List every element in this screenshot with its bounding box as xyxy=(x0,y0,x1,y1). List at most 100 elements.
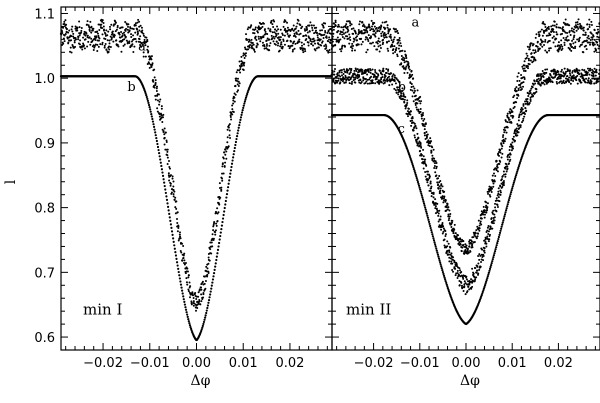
data-point xyxy=(416,144,419,147)
data-point xyxy=(496,170,499,173)
data-point xyxy=(308,24,311,27)
data-point xyxy=(110,38,113,41)
data-point xyxy=(357,29,360,32)
data-point xyxy=(446,208,449,211)
data-point xyxy=(192,300,195,303)
data-point xyxy=(162,178,165,181)
data-point xyxy=(237,89,240,92)
data-point xyxy=(511,187,514,190)
data-point xyxy=(239,116,243,119)
y-tick-label: 0.6 xyxy=(34,331,55,346)
data-point xyxy=(433,157,436,160)
data-point xyxy=(188,322,191,325)
data-point xyxy=(522,67,525,70)
data-point xyxy=(227,126,230,129)
data-point xyxy=(311,26,314,29)
data-point xyxy=(509,153,512,156)
data-point xyxy=(419,141,422,144)
data-point xyxy=(547,27,550,30)
data-point xyxy=(423,125,426,128)
data-point xyxy=(544,25,547,28)
data-point xyxy=(493,252,496,255)
data-point xyxy=(123,38,126,41)
data-point xyxy=(583,78,586,81)
data-point xyxy=(483,285,486,289)
data-point xyxy=(164,131,167,134)
data-point xyxy=(574,24,577,27)
data-point xyxy=(457,234,460,237)
data-point xyxy=(437,212,440,215)
data-point xyxy=(429,180,432,183)
data-point xyxy=(76,26,79,29)
data-point xyxy=(146,45,149,48)
data-point xyxy=(344,81,347,84)
data-point xyxy=(444,280,447,283)
data-point xyxy=(527,57,530,60)
data-point xyxy=(597,80,600,83)
data-point xyxy=(187,276,190,279)
data-point xyxy=(439,180,442,183)
data-point xyxy=(564,18,567,21)
data-point xyxy=(158,152,161,155)
data-point xyxy=(533,51,536,54)
data-point xyxy=(517,119,520,122)
data-point xyxy=(410,69,413,72)
data-point xyxy=(471,246,474,249)
data-point xyxy=(405,105,408,108)
data-point xyxy=(226,136,229,139)
data-point xyxy=(200,328,203,331)
data-point xyxy=(204,279,207,282)
data-point xyxy=(120,50,123,53)
data-point xyxy=(426,170,429,173)
data-point xyxy=(156,99,159,102)
data-point xyxy=(495,244,498,247)
data-point xyxy=(265,43,268,46)
data-point xyxy=(438,181,441,184)
data-point xyxy=(211,281,214,284)
data-point xyxy=(595,68,598,71)
data-point xyxy=(315,32,318,35)
data-point xyxy=(183,303,187,306)
data-point xyxy=(300,27,303,30)
data-point xyxy=(454,267,457,270)
data-point xyxy=(503,173,506,176)
data-point xyxy=(389,36,392,39)
data-point xyxy=(481,248,484,251)
data-point xyxy=(379,47,382,50)
data-point xyxy=(262,36,265,39)
data-point xyxy=(496,166,499,169)
data-point xyxy=(376,29,379,32)
data-point xyxy=(300,41,303,44)
data-point xyxy=(224,199,227,203)
data-point xyxy=(350,69,353,72)
data-point xyxy=(499,189,502,192)
data-point xyxy=(202,293,205,296)
data-point xyxy=(555,31,558,34)
data-point xyxy=(422,148,425,151)
data-point xyxy=(91,29,94,32)
data-point xyxy=(142,55,145,58)
data-point xyxy=(537,77,540,80)
data-point xyxy=(151,79,154,82)
data-point xyxy=(490,217,493,220)
data-point xyxy=(568,30,571,33)
data-point xyxy=(80,27,83,30)
data-point xyxy=(202,320,206,324)
data-point xyxy=(512,147,515,150)
data-point xyxy=(492,185,495,188)
x-tick-label: 0.02 xyxy=(544,356,573,371)
data-point xyxy=(539,30,542,33)
data-point xyxy=(535,33,538,36)
plot-frame xyxy=(331,6,600,351)
data-point xyxy=(482,289,485,292)
series-label-b: b xyxy=(127,80,135,95)
data-point xyxy=(499,229,502,232)
data-point xyxy=(351,80,354,83)
data-point xyxy=(419,188,422,191)
data-point xyxy=(429,137,432,140)
data-point xyxy=(117,45,120,48)
data-point xyxy=(440,228,443,231)
y-tick-label: 0.9 xyxy=(34,137,55,152)
y-tick-label: 0.7 xyxy=(34,266,55,281)
data-point xyxy=(329,39,332,42)
